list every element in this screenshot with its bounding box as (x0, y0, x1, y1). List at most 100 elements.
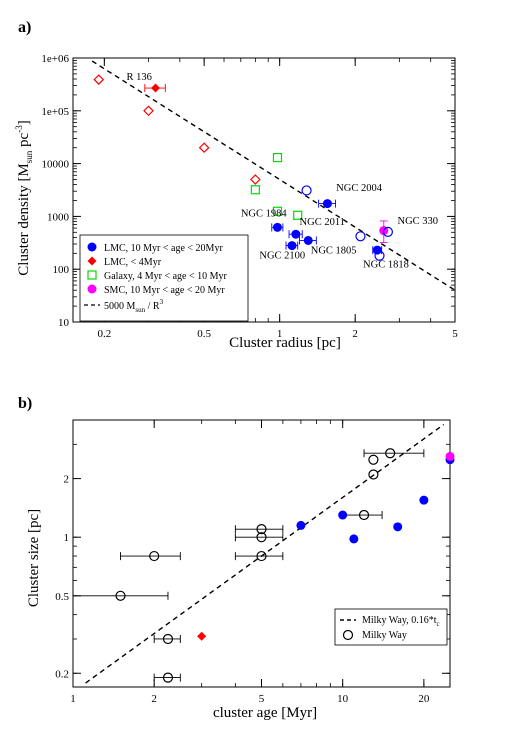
panel-b-point-s1-3 (393, 522, 403, 532)
panel-b-point-s0-6 (256, 524, 267, 535)
panel-a-x-tick-label-0-2: 0.2 (97, 328, 111, 340)
panel-b-y-tick-label-2: 2 (64, 474, 70, 486)
panel-a-point-s5-1 (355, 231, 366, 242)
panel-a-point-s5-0 (301, 185, 312, 196)
panel-b-x-error-bar (363, 449, 425, 458)
panel-b-x-tick-label-1: 1 (70, 693, 76, 705)
panel-b-label: b) (18, 395, 32, 412)
panel-a-y-axis-label: Cluster density [Msun pc-3] (14, 120, 34, 275)
panel-b-x-tick-label-10: 10 (337, 693, 349, 705)
panel-a-y-tick-label-1e-06: 1e+06 (41, 53, 69, 65)
panel-b-y-tick-label-0-2: 0.2 (55, 668, 69, 680)
panel-b-legend: Milky Way, 0.16*tc Milky Way (334, 608, 448, 646)
panel-b-fit-line (85, 423, 445, 684)
legend-label-mw: Milky Way (362, 630, 407, 641)
panel-a-point-s0-1 (287, 241, 297, 251)
panel-b-point-s1-1 (338, 510, 348, 520)
panel-a-label: a) (18, 19, 31, 36)
panel-b-point-s0-10 (385, 448, 396, 459)
panel-b-x-tick-label-5: 5 (259, 693, 265, 705)
panel-b-x-error-bar (153, 673, 181, 682)
panel-a-x-axis-label: Cluster radius [pc] (229, 335, 341, 351)
panel-b-point-s1-2 (349, 534, 359, 544)
panel-b-point-s0-5 (256, 532, 267, 543)
panel-a-point-s5-2 (374, 250, 385, 261)
panel-b-legend-box (334, 608, 448, 646)
panel-a-point-s0-2 (291, 229, 301, 239)
panel-a-legend-box (79, 234, 249, 322)
legend-marker-galaxy (87, 270, 97, 280)
panel-a-legend: LMC, 10 Myr < age < 20Myr LMC, < 4Myr Ga… (79, 234, 249, 322)
panel-b-x-error-bar (234, 525, 284, 534)
panel-a-point-s2-2 (272, 206, 283, 216)
panel-b-x-error-bar (234, 552, 284, 561)
panel-a-x-tick-label-2: 2 (352, 328, 358, 340)
panel-b-x-error-bar (72, 591, 169, 600)
panel-a-point-s0-4 (322, 199, 332, 209)
legend-label-fit-line: 5000 Msun / R3 (104, 298, 164, 314)
panel-a-point-s4-3 (250, 174, 261, 185)
panel-a-point-s1-0 (151, 83, 161, 93)
panel-a-annotation-r-136: R 136 (126, 72, 151, 83)
panel-a-x-tick-label-0-5: 0.5 (197, 328, 211, 340)
legend-label-mw-fit: Milky Way, 0.16*tc (362, 615, 440, 628)
panel-a-point-s5-3 (382, 226, 393, 237)
panel-b-point-s0-3 (162, 672, 174, 683)
legend-marker-lmc-young (87, 256, 97, 266)
panel-b-y-tick-label-1: 1 (64, 532, 70, 544)
panel-a-point-s0-0 (272, 222, 282, 232)
panel-a-y-tick-label-100: 100 (53, 264, 70, 276)
panel-b-point-s3-0 (197, 631, 207, 641)
panel-a: a) 0.2 0.5 1 2 5 10 100 1000 10000 1e+05 1e+06 R 13… (14, 19, 458, 351)
panel-a-annotation-ngc-1818: NGC 1818 (363, 259, 409, 270)
panel-b-y-axis-label: Cluster size [pc] (26, 509, 42, 607)
panel-b-point-s0-4 (256, 550, 267, 562)
panel-b-x-tick-label-20: 20 (418, 693, 430, 705)
legend-label-lmc-young: LMC, < 4Myr (104, 257, 162, 268)
legend-label-galaxy: Galaxy, 4 Myr < age < 10 Myr (104, 271, 227, 282)
panel-b-plot-area: 1 2 5 10 20 0.2 0.5 1 2 (55, 419, 455, 705)
panel-b-point-s0-7 (358, 509, 370, 521)
panel-a-y-tick-label-10000: 10000 (42, 159, 70, 171)
panel-b-point-s0-2 (162, 633, 174, 645)
panel-a-plot-frame (72, 57, 456, 323)
panel-a-annotation-ngc-2100: NGC 2100 (259, 250, 305, 261)
panel-a-y-tick-label-1e-05: 1e+05 (41, 106, 69, 118)
panel-a-point-s2-0 (250, 185, 260, 195)
panel-a-annotation-ngc-330: NGC 330 (398, 216, 439, 227)
panel-a-point-s4-2 (198, 142, 210, 154)
panel-a-point-s4-0 (93, 74, 105, 85)
legend-label-smc: SMC, 10 Myr < age < 20 Myr (104, 285, 225, 296)
panel-b-point-s0-9 (368, 454, 379, 465)
panel-b-y-tick-label-0-5: 0.5 (55, 591, 69, 603)
panel-a-plot-area: 0.2 0.5 1 2 5 10 100 1000 10000 1e+05 1e+06 R 136 NG… (41, 53, 458, 340)
panel-b-x-error-bar (153, 634, 181, 643)
panel-a-annotation-ngc-1984: NGC 1984 (241, 208, 288, 219)
panel-a-annotation-ngc-1805: NGC 1805 (311, 245, 357, 256)
panel-a-point-s0-5 (372, 245, 382, 255)
panel-a-point-s2-1 (272, 152, 283, 163)
panel-a-annotation-ngc-2011: NGC 2011 (300, 217, 345, 228)
panel-b-x-error-bar (342, 511, 383, 520)
panel-b-point-s2-0 (445, 451, 455, 461)
panel-b-point-s0-1 (149, 550, 160, 562)
legend-marker-smc (87, 284, 97, 294)
panel-a-point-s2-3 (293, 210, 303, 220)
panel-b-x-tick-label-2: 2 (151, 693, 157, 705)
panel-b-point-s0-0 (115, 590, 126, 601)
panel-b-point-s1-4 (419, 495, 429, 505)
panel-a-y-tick-label-1000: 1000 (47, 211, 70, 223)
panel-a-annotation-ngc-2004: NGC 2004 (336, 183, 383, 194)
panel-a-x-tick-label-1: 1 (277, 328, 283, 340)
legend-label-lmc-old: LMC, 10 Myr < age < 20Myr (104, 243, 223, 254)
panel-b-point-s1-0 (296, 520, 306, 530)
panel-b-x-error-bar (120, 552, 181, 561)
panel-a-point-s0-3 (303, 235, 313, 245)
panel-a-point-s4-1 (143, 105, 154, 117)
panel-b-x-error-bar (234, 533, 284, 542)
panel-a-y-tick-label-10: 10 (58, 317, 70, 329)
panel-b-point-s0-8 (368, 469, 379, 480)
legend-marker-mw (342, 629, 354, 641)
legend-marker-lmc-old (87, 242, 97, 252)
